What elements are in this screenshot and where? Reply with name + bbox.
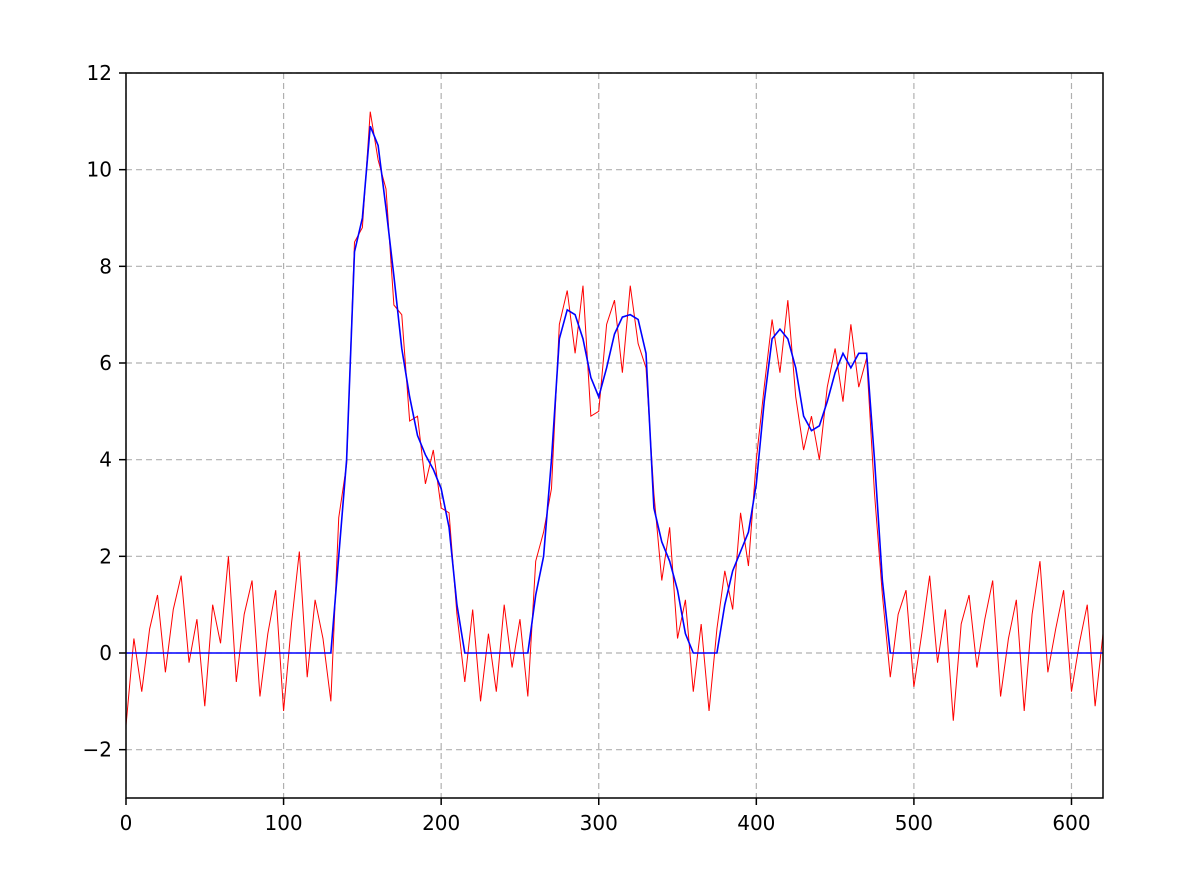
- y-tick-label: −2: [83, 738, 112, 762]
- y-tick-label: 0: [99, 641, 112, 665]
- y-tick-label: 12: [87, 61, 112, 85]
- data-line: [126, 111, 1103, 726]
- y-tick-label: 4: [99, 448, 112, 472]
- data-line: [126, 125, 1103, 654]
- x-tick-label: 400: [737, 811, 775, 835]
- y-tick-label: 2: [99, 544, 112, 568]
- y-tick-label: 10: [87, 158, 112, 182]
- x-tick-label: 200: [422, 811, 460, 835]
- x-tick-label: 300: [580, 811, 618, 835]
- y-tick-label: 8: [99, 254, 112, 278]
- x-tick-label: 100: [264, 811, 302, 835]
- plot-frame: [125, 72, 1104, 799]
- x-tick-label: 600: [1052, 811, 1090, 835]
- x-tick-label: 0: [120, 811, 133, 835]
- y-tick-label: 6: [99, 351, 112, 375]
- x-tick-label: 500: [895, 811, 933, 835]
